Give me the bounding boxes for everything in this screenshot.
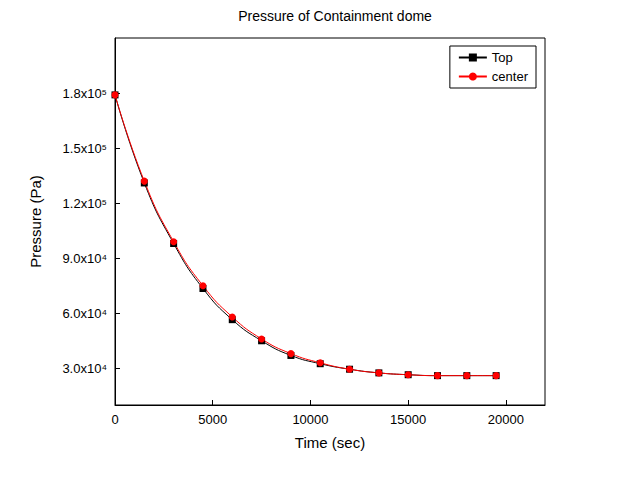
svg-text:center: center bbox=[492, 69, 529, 84]
svg-text:1.8x10⁵: 1.8x10⁵ bbox=[63, 86, 107, 101]
svg-text:1.5x10⁵: 1.5x10⁵ bbox=[63, 141, 107, 156]
svg-text:Top: Top bbox=[492, 50, 513, 65]
svg-text:10000: 10000 bbox=[292, 412, 328, 427]
svg-text:Time (sec): Time (sec) bbox=[295, 434, 365, 451]
svg-text:Pressure (Pa): Pressure (Pa) bbox=[27, 175, 44, 268]
svg-text:5000: 5000 bbox=[198, 412, 227, 427]
svg-text:3.0x10⁴: 3.0x10⁴ bbox=[62, 361, 107, 376]
svg-text:15000: 15000 bbox=[390, 412, 426, 427]
svg-text:9.0x10⁴: 9.0x10⁴ bbox=[62, 251, 107, 266]
svg-text:20000: 20000 bbox=[488, 412, 524, 427]
svg-text:0: 0 bbox=[111, 412, 118, 427]
svg-text:Pressure of Containment dome: Pressure of Containment dome bbox=[238, 8, 432, 24]
svg-text:1.2x10⁵: 1.2x10⁵ bbox=[63, 196, 107, 211]
svg-text:6.0x10⁴: 6.0x10⁴ bbox=[62, 306, 107, 321]
